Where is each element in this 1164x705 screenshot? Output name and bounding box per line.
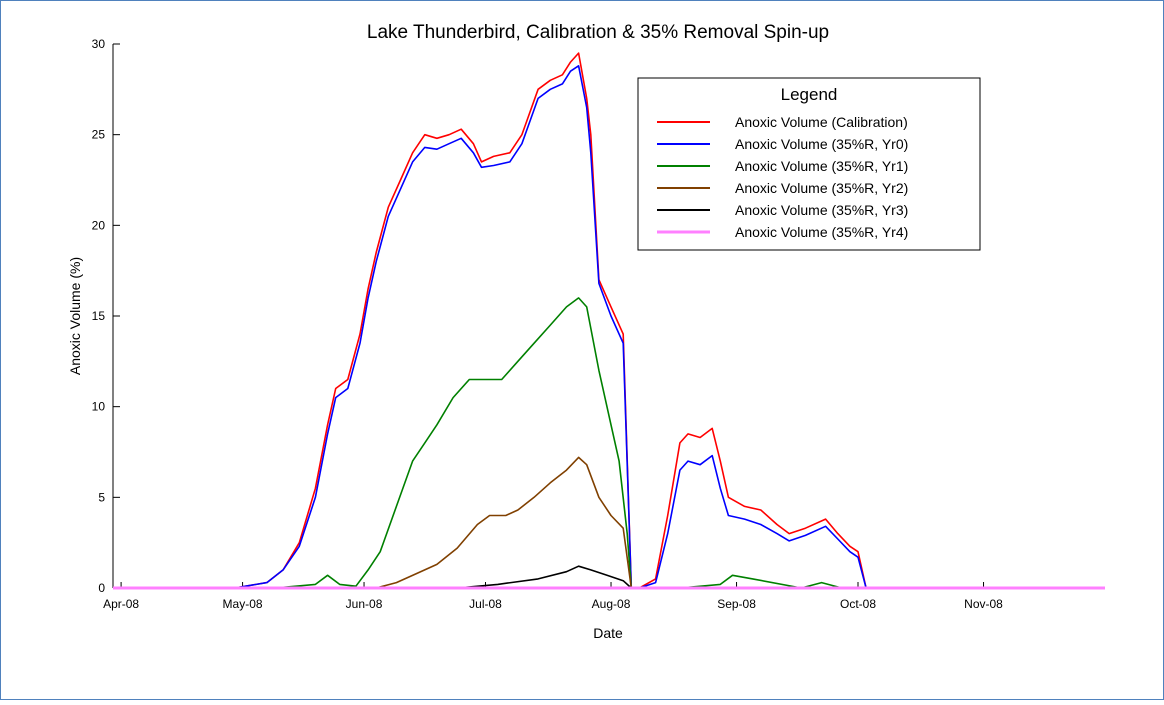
y-tick-label: 10 [92, 400, 106, 414]
x-tick-label: Aug-08 [592, 597, 631, 611]
legend-box [637, 77, 981, 251]
series-line [113, 456, 1105, 589]
legend-label: Anoxic Volume (Calibration) [735, 114, 908, 130]
legend-label: Anoxic Volume (35%R, Yr4) [735, 224, 908, 240]
x-tick-label: May-08 [223, 597, 263, 611]
y-axis-label: Anoxic Volume (%) [67, 257, 83, 375]
series-line [113, 565, 1105, 589]
y-tick-label: 30 [92, 37, 106, 51]
chart-title: Lake Thunderbird, Calibration & 35% Remo… [367, 22, 829, 43]
plot-area: 0 5 10 15 20 25 30 Apr-08 May-08 Jun-08 Jul-08 Aug-… [92, 37, 1105, 611]
x-tick-label: Jul-08 [469, 597, 502, 611]
x-tick-label: Apr-08 [103, 597, 139, 611]
legend: Legend Anoxic Volume (Calibration) Anoxic… [637, 77, 981, 251]
x-tick-label: Oct-08 [840, 597, 876, 611]
x-tick-label: Nov-08 [964, 597, 1003, 611]
y-tick-label: 5 [98, 490, 105, 504]
y-tick-label: 0 [98, 581, 105, 595]
series-line [113, 297, 1105, 589]
legend-label: Anoxic Volume (35%R, Yr3) [735, 202, 908, 218]
x-tick-label: Jun-08 [346, 597, 383, 611]
y-tick-label: 20 [92, 218, 106, 232]
legend-label: Anoxic Volume (35%R, Yr1) [735, 158, 908, 174]
x-axis-label: Date [593, 625, 623, 641]
legend-label: Anoxic Volume (35%R, Yr0) [735, 136, 908, 152]
y-tick-label: 25 [92, 128, 106, 142]
legend-label: Anoxic Volume (35%R, Yr2) [735, 180, 908, 196]
legend-title: Legend [781, 85, 838, 104]
x-tick-label: Sep-08 [717, 597, 756, 611]
series-line [113, 65, 1105, 589]
series-line [113, 52, 1105, 589]
y-tick-label: 15 [92, 309, 106, 323]
